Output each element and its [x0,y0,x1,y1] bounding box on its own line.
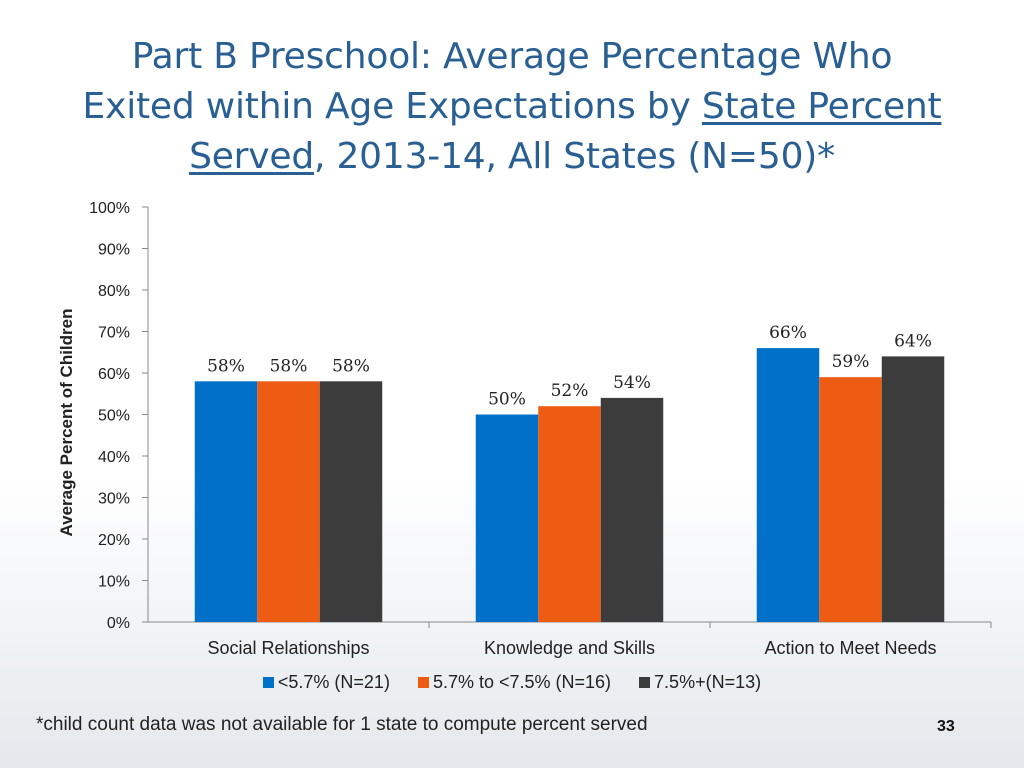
y-tick-label: 0% [107,615,130,632]
data-label: 50% [488,390,526,410]
bar-2-3 [819,377,882,622]
y-tick-label: 50% [98,408,130,425]
data-label: 58% [207,356,245,376]
bar-3-1 [319,381,383,622]
legend-label: 5.7% to <7.5% (N=16) [432,672,612,692]
y-tick-label: 40% [98,449,130,466]
y-tick-label: 10% [98,574,130,591]
data-label: 66% [769,323,807,343]
legend-label: 7.5%+(N=13) [654,672,762,692]
chart-legend: <5.7% (N=21) 5.7% to <7.5% (N=16) 7.5%+(… [0,672,1024,693]
legend-item-series-1: <5.7% (N=21) [262,672,390,693]
y-tick-label: 80% [98,283,130,300]
page-number: 33 [937,718,955,735]
data-label: 54% [613,373,651,393]
bar-2-1 [257,381,320,622]
data-label: 52% [551,381,589,401]
x-tick-label: Action to Meet Needs [764,638,936,658]
y-tick-label: 30% [98,491,130,508]
data-label: 58% [332,356,370,376]
x-tick-label: Social Relationships [207,638,369,658]
y-tick-label: 60% [98,366,130,383]
title-line-3-text: , 2013-14, All States (N=50)* [313,136,835,177]
bar-3-2 [600,397,664,622]
x-tick-label: Knowledge and Skills [484,638,655,658]
legend-label: <5.7% (N=21) [277,672,390,692]
legend-item-series-2: 5.7% to <7.5% (N=16) [417,672,612,693]
title-line-2-underlined: State Percent [701,86,942,127]
legend-swatch-blue [262,677,274,688]
y-axis-title: Average Percent of Children [57,309,76,537]
y-tick-label: 90% [98,242,130,259]
legend-swatch-orange [417,677,429,688]
title-line-2: Exited within Age Expectations by State … [0,82,1024,132]
title-line-1: Part B Preschool: Average Percentage Who [131,36,893,77]
title-line-2-text: Exited within Age Expectations by [82,86,702,127]
data-label: 58% [270,356,308,376]
bar-1-1 [194,381,258,622]
y-tick-label: 20% [98,532,130,549]
data-label: 64% [894,331,932,351]
bar-1-3 [756,348,820,622]
bar-2-2 [538,406,601,622]
title-line-3-underlined: Served [189,136,314,177]
data-label: 59% [832,352,870,372]
title-line-3: Served, 2013-14, All States (N=50)* [0,132,1024,182]
legend-item-series-3: 7.5%+(N=13) [639,672,761,693]
y-tick-label: 100% [89,200,130,217]
slide-title: Part B Preschool: Average Percentage Who… [0,32,1024,182]
legend-swatch-gray [639,677,651,688]
bar-1-2 [475,414,539,622]
y-tick-label: 70% [98,325,130,342]
footnote: *child count data was not available for … [36,714,648,735]
bar-3-3 [881,356,945,622]
